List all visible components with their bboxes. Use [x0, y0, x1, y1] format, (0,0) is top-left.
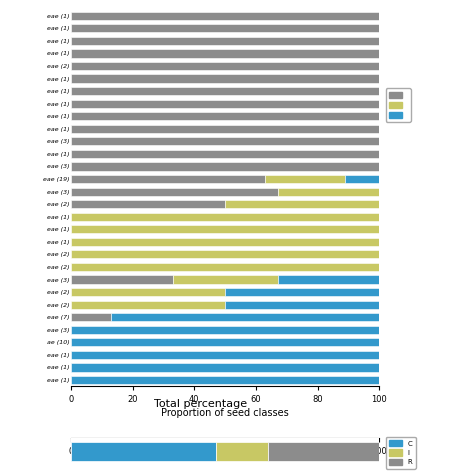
Bar — [346, 175, 379, 183]
Bar — [71, 24, 379, 32]
Bar — [71, 326, 379, 334]
Bar — [71, 87, 379, 95]
Bar — [71, 112, 379, 120]
Bar — [71, 213, 379, 221]
Bar — [71, 376, 379, 384]
Bar — [265, 175, 345, 183]
Bar — [71, 137, 379, 146]
Bar — [71, 263, 379, 271]
Bar — [278, 188, 379, 196]
Bar — [71, 338, 379, 346]
Bar — [71, 442, 216, 461]
Bar — [268, 442, 379, 461]
Bar — [71, 125, 379, 133]
Bar — [71, 100, 379, 108]
Bar — [225, 200, 379, 208]
Bar — [71, 163, 379, 171]
Bar — [71, 12, 379, 20]
Bar — [71, 313, 111, 321]
Bar — [71, 49, 379, 57]
Bar — [71, 74, 379, 82]
Bar — [71, 301, 225, 309]
Bar — [71, 225, 379, 233]
Legend: , , : , , — [386, 88, 411, 122]
Bar — [71, 351, 379, 359]
Bar — [278, 275, 379, 283]
Bar — [173, 275, 278, 283]
Bar — [71, 37, 379, 45]
Bar — [111, 313, 379, 321]
Bar — [71, 200, 225, 208]
Legend: C, I, R: C, I, R — [386, 437, 416, 469]
Bar — [71, 175, 265, 183]
X-axis label: Proportion of seed classes: Proportion of seed classes — [161, 409, 289, 419]
Bar — [225, 288, 379, 296]
Bar — [71, 250, 379, 258]
Bar — [71, 288, 225, 296]
Bar — [225, 301, 379, 309]
Bar — [71, 275, 173, 283]
Bar — [71, 364, 379, 372]
Bar — [71, 62, 379, 70]
Bar — [71, 188, 278, 196]
Bar — [71, 238, 379, 246]
Bar — [71, 150, 379, 158]
Text: Total percentage: Total percentage — [154, 399, 247, 409]
Bar — [216, 442, 268, 461]
